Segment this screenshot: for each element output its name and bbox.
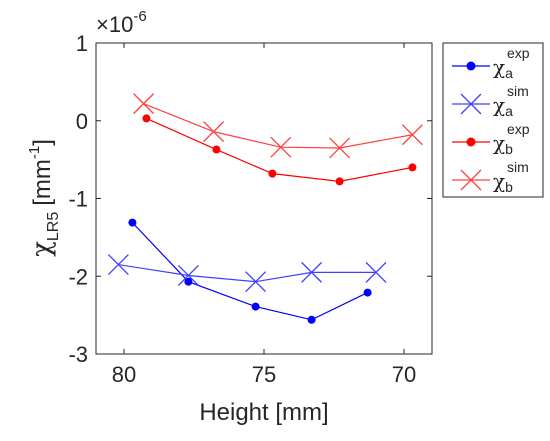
legend-marker	[466, 137, 476, 147]
data-point	[128, 218, 137, 227]
series-b-sim	[133, 93, 423, 159]
legend-label: χa	[493, 55, 513, 81]
data-point	[329, 137, 351, 159]
y-tick-label: 1	[76, 31, 88, 56]
data-point	[365, 261, 387, 283]
x-tick-label: 70	[392, 362, 416, 387]
legend-label-sup: exp	[507, 45, 530, 61]
series-a-sim	[107, 254, 387, 293]
legend-label: χa	[493, 93, 513, 119]
legend-label-sup: sim	[507, 159, 529, 175]
data-point	[307, 315, 316, 324]
series-b-exp	[142, 114, 417, 186]
data-point	[335, 177, 344, 186]
legend-label: χb	[493, 131, 513, 157]
x-tick-label: 80	[112, 362, 136, 387]
plot-area	[96, 43, 432, 354]
series-a-exp	[128, 218, 372, 324]
data-point	[107, 254, 129, 276]
legend-label: χb	[493, 169, 513, 195]
data-point	[133, 93, 155, 115]
data-point	[408, 163, 417, 172]
data-point	[401, 124, 423, 146]
ticks-layer: 80 75 70 1 0 -1 -2 -3	[68, 31, 432, 387]
series-layer	[107, 93, 423, 324]
data-point	[301, 261, 323, 283]
legend-label-sup: sim	[507, 83, 529, 99]
legend-box	[442, 42, 544, 198]
data-point	[270, 136, 292, 158]
x-axis-label: Height [mm]	[199, 399, 328, 426]
data-point	[184, 277, 193, 286]
data-point	[212, 145, 221, 154]
data-point	[177, 265, 199, 286]
y-tick-label: 0	[76, 109, 88, 134]
y-tick-label: -3	[68, 342, 88, 367]
data-point	[268, 169, 277, 178]
data-point	[363, 288, 372, 297]
y-tick-label: -1	[68, 187, 88, 212]
data-point	[203, 121, 225, 143]
data-point	[251, 302, 260, 311]
data-point	[245, 271, 267, 293]
legend-marker	[466, 61, 476, 71]
y-tick-label: -2	[68, 264, 88, 289]
legend-marker	[460, 93, 482, 115]
x-tick-label: 75	[252, 362, 276, 387]
exponent-label: ×10-6	[96, 8, 147, 37]
y-axis-label: χLR5[mm-1]	[26, 139, 62, 257]
legend-label-sup: exp	[507, 121, 530, 137]
legend-marker	[460, 169, 482, 191]
data-point	[142, 114, 151, 123]
